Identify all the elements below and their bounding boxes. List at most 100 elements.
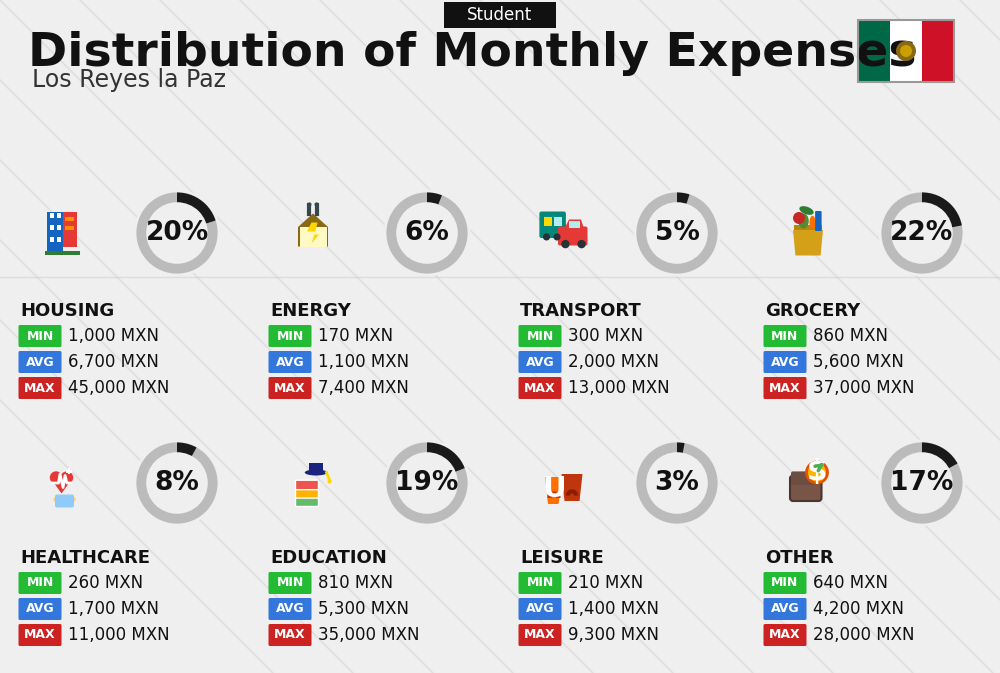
FancyBboxPatch shape <box>268 377 312 399</box>
Circle shape <box>900 45 912 57</box>
FancyBboxPatch shape <box>65 225 74 230</box>
Circle shape <box>793 212 805 224</box>
Text: 7,400 MXN: 7,400 MXN <box>318 379 409 397</box>
Text: EDUCATION: EDUCATION <box>270 549 387 567</box>
Circle shape <box>398 204 456 262</box>
Wedge shape <box>880 441 964 525</box>
Text: MAX: MAX <box>524 629 556 641</box>
Polygon shape <box>545 477 563 504</box>
Text: AVG: AVG <box>771 355 799 369</box>
Wedge shape <box>635 441 719 525</box>
FancyBboxPatch shape <box>296 481 318 490</box>
Text: 170 MXN: 170 MXN <box>318 327 393 345</box>
Polygon shape <box>298 213 328 246</box>
Circle shape <box>398 454 456 512</box>
Wedge shape <box>677 191 690 205</box>
FancyBboxPatch shape <box>65 217 74 221</box>
Text: U: U <box>542 475 566 503</box>
Text: 6,700 MXN: 6,700 MXN <box>68 353 159 371</box>
Text: 28,000 MXN: 28,000 MXN <box>813 626 914 644</box>
FancyBboxPatch shape <box>518 572 562 594</box>
Text: 2,000 MXN: 2,000 MXN <box>568 353 659 371</box>
Text: MIN: MIN <box>526 577 554 590</box>
Text: 6%: 6% <box>405 220 449 246</box>
Text: 1,000 MXN: 1,000 MXN <box>68 327 159 345</box>
FancyBboxPatch shape <box>296 489 318 498</box>
FancyBboxPatch shape <box>794 225 822 230</box>
Ellipse shape <box>305 470 327 476</box>
FancyBboxPatch shape <box>815 211 822 231</box>
Ellipse shape <box>61 471 73 484</box>
Ellipse shape <box>810 216 816 229</box>
Text: Los Reyes la Paz: Los Reyes la Paz <box>32 68 226 92</box>
Text: MIN: MIN <box>771 330 799 343</box>
Ellipse shape <box>798 213 809 229</box>
FancyBboxPatch shape <box>57 225 61 230</box>
FancyBboxPatch shape <box>444 2 556 28</box>
Wedge shape <box>135 191 219 275</box>
Ellipse shape <box>799 206 814 215</box>
Circle shape <box>314 203 319 207</box>
Circle shape <box>327 479 332 484</box>
Text: AVG: AVG <box>26 355 54 369</box>
FancyBboxPatch shape <box>764 598 806 620</box>
Text: MAX: MAX <box>274 382 306 394</box>
Wedge shape <box>177 191 217 224</box>
Text: 9,300 MXN: 9,300 MXN <box>568 626 659 644</box>
Circle shape <box>893 454 951 512</box>
FancyBboxPatch shape <box>57 213 61 218</box>
Text: Student: Student <box>467 6 533 24</box>
FancyBboxPatch shape <box>858 20 890 82</box>
Text: 4,200 MXN: 4,200 MXN <box>813 600 904 618</box>
Text: AVG: AVG <box>771 602 799 616</box>
Circle shape <box>648 204 706 262</box>
Text: MIN: MIN <box>526 330 554 343</box>
FancyBboxPatch shape <box>518 624 562 646</box>
Text: 11,000 MXN: 11,000 MXN <box>68 626 170 644</box>
Polygon shape <box>50 478 73 493</box>
Wedge shape <box>635 191 719 275</box>
Text: AVG: AVG <box>26 602 54 616</box>
Text: MAX: MAX <box>524 382 556 394</box>
FancyBboxPatch shape <box>55 495 74 507</box>
Text: 45,000 MXN: 45,000 MXN <box>68 379 169 397</box>
Text: 300 MXN: 300 MXN <box>568 327 643 345</box>
Circle shape <box>148 454 206 512</box>
Polygon shape <box>307 223 319 244</box>
Wedge shape <box>177 441 197 457</box>
Text: ENERGY: ENERGY <box>270 302 351 320</box>
FancyBboxPatch shape <box>50 225 54 230</box>
Text: 1,700 MXN: 1,700 MXN <box>68 600 159 618</box>
Text: 3%: 3% <box>655 470 699 496</box>
Text: TRANSPORT: TRANSPORT <box>520 302 642 320</box>
Text: 13,000 MXN: 13,000 MXN <box>568 379 670 397</box>
FancyBboxPatch shape <box>50 237 54 242</box>
Text: 1,100 MXN: 1,100 MXN <box>318 353 409 371</box>
Text: 35,000 MXN: 35,000 MXN <box>318 626 420 644</box>
Polygon shape <box>564 219 584 229</box>
FancyBboxPatch shape <box>66 470 72 472</box>
FancyBboxPatch shape <box>791 471 820 485</box>
Text: 640 MXN: 640 MXN <box>813 574 888 592</box>
FancyBboxPatch shape <box>46 212 63 254</box>
FancyBboxPatch shape <box>764 572 806 594</box>
Text: 8%: 8% <box>155 470 199 496</box>
FancyBboxPatch shape <box>296 497 318 507</box>
FancyBboxPatch shape <box>45 251 80 254</box>
Text: 5,600 MXN: 5,600 MXN <box>813 353 904 371</box>
FancyBboxPatch shape <box>518 598 562 620</box>
FancyBboxPatch shape <box>518 325 562 347</box>
Circle shape <box>896 41 916 61</box>
FancyBboxPatch shape <box>268 572 312 594</box>
FancyBboxPatch shape <box>268 598 312 620</box>
Circle shape <box>543 234 550 240</box>
Wedge shape <box>385 441 469 525</box>
Text: 37,000 MXN: 37,000 MXN <box>813 379 914 397</box>
FancyBboxPatch shape <box>68 468 70 474</box>
Text: MAX: MAX <box>769 382 801 394</box>
Text: OTHER: OTHER <box>765 549 834 567</box>
Circle shape <box>553 234 561 240</box>
FancyBboxPatch shape <box>764 325 806 347</box>
FancyBboxPatch shape <box>18 624 62 646</box>
FancyBboxPatch shape <box>764 377 806 399</box>
